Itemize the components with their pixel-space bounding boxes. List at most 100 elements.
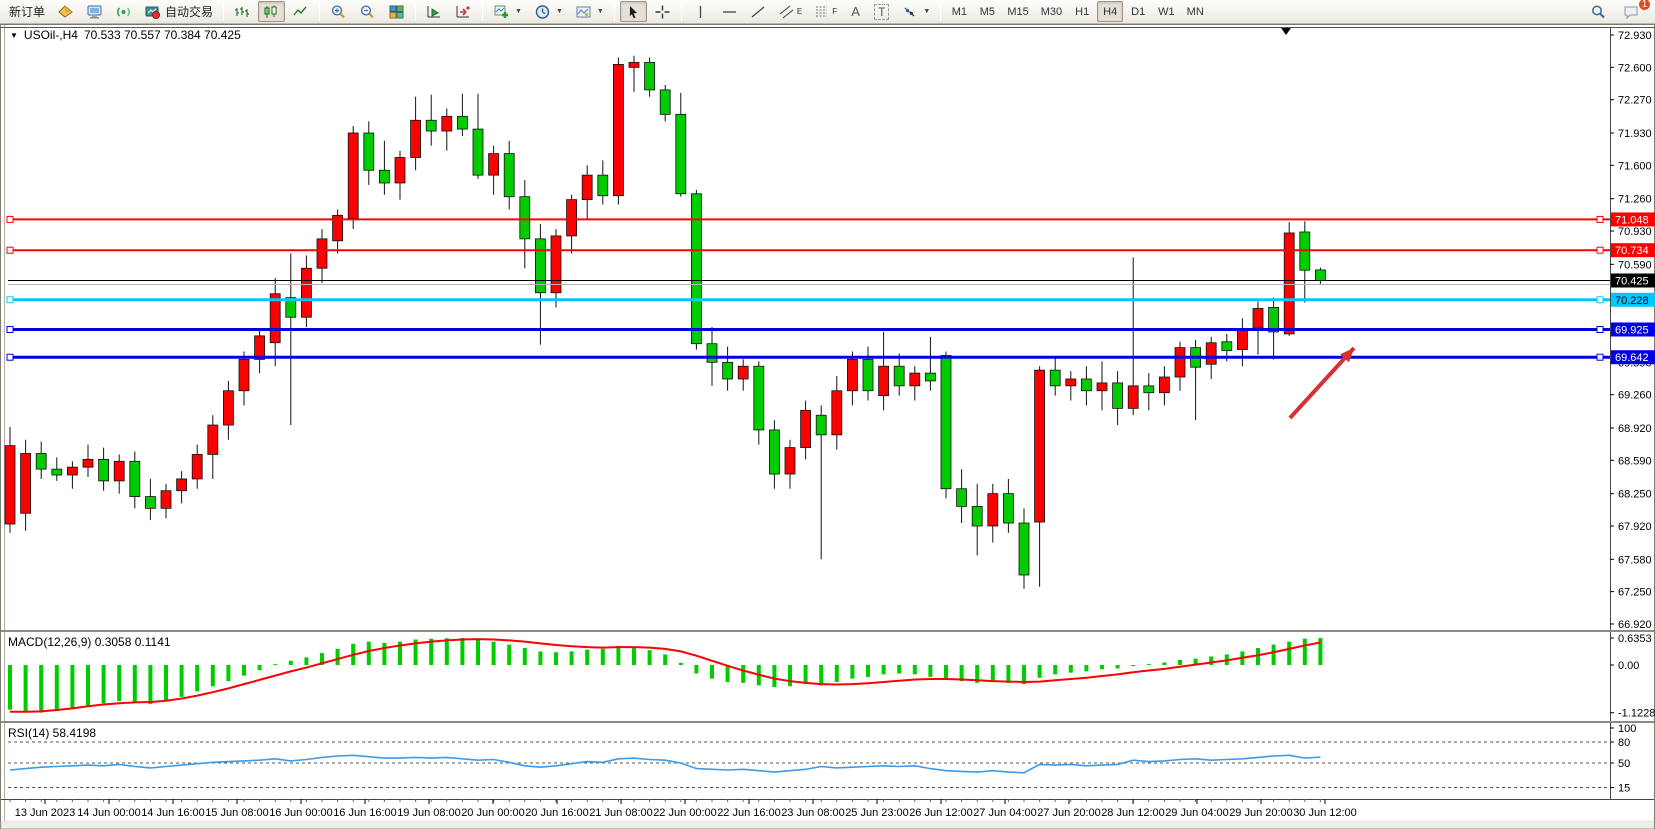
zoom-out-button[interactable] xyxy=(354,1,381,22)
chevron-down-icon[interactable]: ▼ xyxy=(923,8,931,15)
price-line-badge xyxy=(1611,243,1655,258)
indicators-button[interactable]: ▼ xyxy=(488,1,527,22)
price-tick-label: 72.270 xyxy=(1618,95,1652,107)
periods-button[interactable]: ▼ xyxy=(529,1,568,22)
line-handle[interactable] xyxy=(6,215,14,223)
new-order-button[interactable]: 新订单 xyxy=(4,1,50,22)
price-tick-label: 71.260 xyxy=(1618,194,1652,206)
timeframe-m15-button[interactable]: M15 xyxy=(1002,1,1033,22)
cursor-button[interactable] xyxy=(619,1,647,22)
horizontal-scrollbar[interactable] xyxy=(0,820,1655,829)
timeframe-m30-button[interactable]: M30 xyxy=(1036,1,1067,22)
zoom-in-button[interactable] xyxy=(325,1,352,22)
clock-icon xyxy=(535,4,550,19)
market-watch-button[interactable] xyxy=(81,1,108,22)
templates-icon xyxy=(576,6,591,17)
macd-histogram-bar xyxy=(819,665,824,686)
line-handle[interactable] xyxy=(6,353,14,361)
line-handle[interactable] xyxy=(1596,215,1604,223)
equidistant-channel-button[interactable]: E xyxy=(774,1,807,22)
timeframe-h4-button[interactable]: H4 xyxy=(1097,1,1124,22)
symbol-dropdown-icon[interactable]: ▼ xyxy=(10,30,18,40)
templates-button[interactable]: ▼ xyxy=(570,1,609,22)
macd-histogram-bar xyxy=(788,665,792,687)
horizontal-line-button[interactable] xyxy=(716,1,743,22)
arrow-annotation[interactable] xyxy=(1288,346,1356,420)
price-tick-label: 70.930 xyxy=(1618,226,1652,238)
timeframe-mn-button[interactable]: MN xyxy=(1182,1,1209,22)
candle xyxy=(613,64,624,197)
text-label-button[interactable]: T xyxy=(869,1,894,22)
price-tick-label: 72.930 xyxy=(1618,30,1652,42)
line-handle[interactable] xyxy=(1596,296,1604,304)
candle xyxy=(1065,378,1077,387)
line-handle[interactable] xyxy=(6,296,14,304)
time-axis-label: 23 Jun 08:00 xyxy=(781,807,845,819)
time-axis-label: 29 Jun 20:00 xyxy=(1229,807,1293,819)
line-handle[interactable] xyxy=(1596,325,1604,333)
line-handle[interactable] xyxy=(6,325,14,333)
search-button[interactable] xyxy=(1585,1,1612,22)
candlestick-icon xyxy=(264,5,277,18)
search-icon xyxy=(1592,5,1605,18)
timeframe-d1-button[interactable]: D1 xyxy=(1125,1,1151,22)
candle xyxy=(1268,307,1279,333)
vertical-line-button[interactable] xyxy=(687,1,714,22)
rsi-axis-label: 100 xyxy=(1618,723,1636,735)
timeframe-m1-button[interactable]: M1 xyxy=(946,1,972,22)
chart-canvas[interactable]: 72.930 72.600 72.270 71.930 71.600 71.260 70.9… xyxy=(0,24,1655,829)
macd-histogram-bar xyxy=(585,649,590,665)
line-chart-button[interactable] xyxy=(287,1,314,22)
timeframe-h1-button[interactable]: H1 xyxy=(1069,1,1095,22)
candle xyxy=(20,453,32,514)
candle xyxy=(269,293,281,344)
chevron-down-icon[interactable]: ▼ xyxy=(596,8,604,15)
time-axis-label: 15 Jun 08:00 xyxy=(205,807,269,819)
line-handle[interactable] xyxy=(1596,353,1604,361)
bar-chart-button[interactable] xyxy=(229,1,256,22)
notification-badge: 1 xyxy=(1638,0,1651,11)
line-handle[interactable] xyxy=(6,246,14,254)
channel-icon xyxy=(779,5,794,18)
macd-histogram-bar xyxy=(148,665,153,705)
auto-trading-button[interactable]: 自动交易 xyxy=(139,1,218,22)
fibonacci-icon xyxy=(816,6,828,16)
toolbar-separator xyxy=(940,2,942,21)
chevron-down-icon[interactable]: ▼ xyxy=(555,8,563,15)
toolbar-separator xyxy=(613,2,615,21)
arrows-tool-button[interactable]: ▼ xyxy=(896,1,935,22)
new-chart-button[interactable] xyxy=(52,1,79,22)
fibonacci-button[interactable]: F xyxy=(809,1,842,22)
trendline-button[interactable] xyxy=(745,1,772,22)
candle xyxy=(878,365,889,397)
tile-windows-button[interactable] xyxy=(383,1,410,22)
macd-histogram-bar xyxy=(179,665,184,697)
macd-histogram-bar xyxy=(1209,656,1214,665)
chart-shift-button[interactable] xyxy=(450,1,477,22)
line-handle[interactable] xyxy=(1596,246,1604,254)
candlestick-chart-button[interactable] xyxy=(258,1,286,22)
crosshair-button[interactable] xyxy=(649,1,676,22)
text-tool-button[interactable]: A xyxy=(844,1,867,22)
macd-histogram-bar xyxy=(772,665,777,688)
macd-histogram-bar xyxy=(288,660,293,665)
candle xyxy=(1283,232,1295,335)
timeframe-w1-button[interactable]: W1 xyxy=(1153,1,1180,22)
signals-button[interactable] xyxy=(110,1,137,22)
candle xyxy=(597,174,609,197)
fibonacci-letter: F xyxy=(832,7,838,16)
timeframe-m5-button[interactable]: M5 xyxy=(974,1,1000,22)
chart-window[interactable]: ▼ USOil-,H4 70.533 70.557 70.384 70.425 … xyxy=(0,24,1655,829)
timeframe-label: H4 xyxy=(1103,5,1118,18)
chart-shift-marker[interactable] xyxy=(1281,28,1291,35)
chart-window-border xyxy=(0,24,1655,829)
price-line-badge-label: 71.048 xyxy=(1615,214,1649,226)
auto-trading-label: 自动交易 xyxy=(165,5,214,19)
chevron-down-icon[interactable]: ▼ xyxy=(515,8,522,15)
macd-indicator-label: MACD(12,26,9) 0.3058 0.1141 xyxy=(8,635,171,649)
notifications-button[interactable]: 1 xyxy=(1618,0,1651,22)
auto-scroll-button[interactable] xyxy=(421,1,448,22)
macd-histogram-bar xyxy=(1037,665,1042,678)
trendline-icon xyxy=(751,6,765,17)
time-axis-label: 14 Jun 16:00 xyxy=(141,807,205,819)
